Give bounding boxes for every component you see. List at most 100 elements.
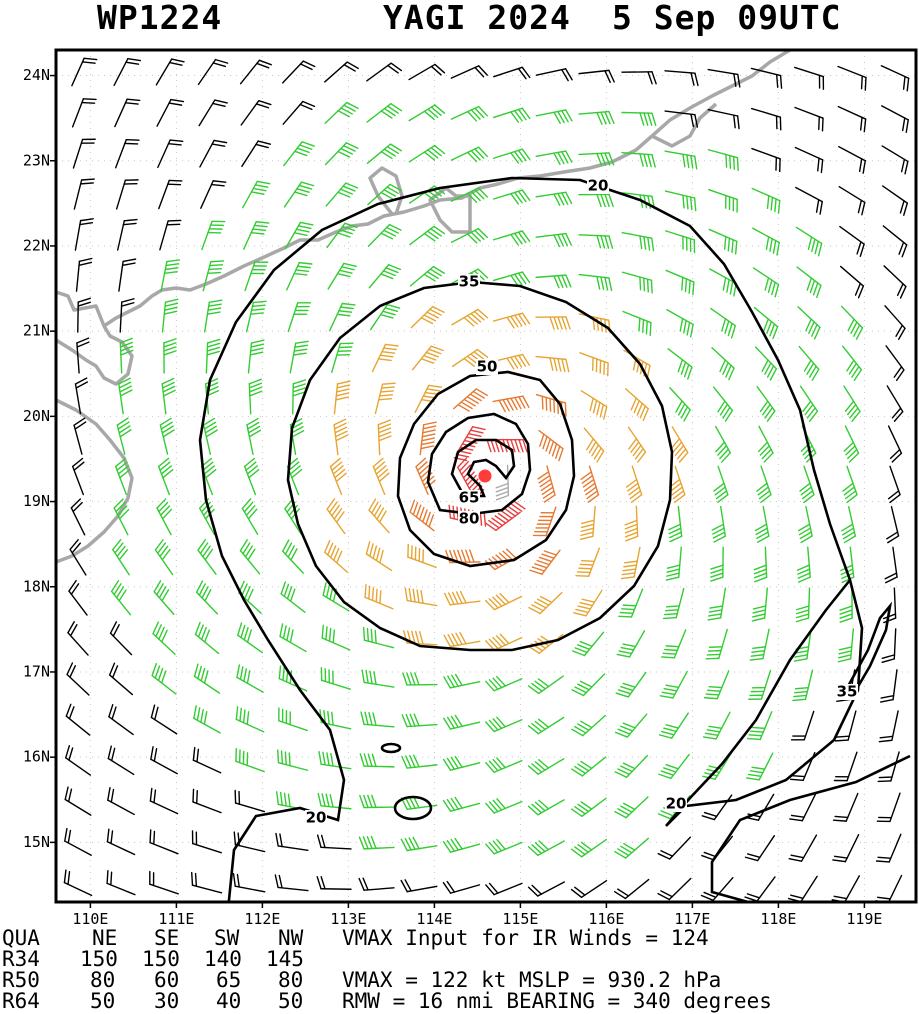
- wind-barb: [73, 178, 95, 210]
- wind-barb: [278, 707, 308, 732]
- wind-barb: [570, 756, 607, 777]
- lat-tick-label: 19N: [23, 492, 50, 510]
- contour-label: 65: [459, 489, 480, 507]
- wind-barb: [75, 257, 93, 292]
- wind-barb: [324, 142, 359, 166]
- wind-barb: [799, 465, 815, 504]
- wind-barb: [658, 712, 689, 739]
- wind-barb: [326, 498, 346, 535]
- wind-barb: [839, 225, 865, 257]
- lat-tick-label: 21N: [23, 322, 50, 340]
- wind-barb: [752, 227, 780, 256]
- wind-barb: [616, 630, 646, 658]
- wind-barb: [614, 837, 650, 859]
- wind-barb: [578, 234, 614, 249]
- wind-barb: [192, 788, 222, 814]
- wind-barb: [798, 345, 820, 381]
- wind-barb: [875, 833, 902, 863]
- contour-65kt: [426, 412, 532, 516]
- wind-barb: [756, 465, 772, 504]
- wind-barb: [571, 673, 606, 697]
- wind-barb: [197, 58, 229, 86]
- wind-barb: [63, 869, 93, 897]
- wind-barb: [450, 187, 489, 203]
- lat-tick-label: 24N: [23, 66, 50, 84]
- wind-barb: [149, 787, 179, 815]
- wind-barb: [364, 584, 394, 610]
- wind-barb: [320, 666, 352, 690]
- wind-barb: [322, 582, 350, 612]
- wind-barb: [583, 427, 605, 463]
- wind-barb: [404, 587, 438, 607]
- wind-barb: [239, 539, 261, 575]
- wind-barb: [796, 266, 822, 299]
- wind-barb: [837, 628, 855, 663]
- wind-barb: [443, 673, 481, 689]
- wind-barb: [112, 539, 130, 576]
- wind-barb: [795, 186, 823, 215]
- wind-barb: [529, 549, 561, 575]
- lon-tick-label: 114E: [416, 910, 452, 928]
- wind-barb: [114, 98, 141, 128]
- wind-barb: [485, 675, 523, 692]
- wind-barb: [159, 219, 182, 251]
- wind-barb: [366, 143, 402, 164]
- wind-barb: [492, 353, 530, 370]
- wind-barb: [495, 464, 510, 501]
- wind-barb: [625, 388, 649, 422]
- r50-sw: 65: [216, 968, 242, 992]
- table-header-se: SE: [154, 926, 180, 950]
- wind-barb: [832, 833, 860, 863]
- wind-barb: [191, 830, 222, 854]
- wind-barb: [492, 271, 531, 287]
- wind-barb: [669, 387, 691, 422]
- wind-barb: [317, 792, 352, 810]
- wind-barb: [279, 623, 307, 653]
- wind-barb: [274, 874, 309, 892]
- wind-barb: [527, 840, 565, 857]
- wind-barb: [580, 390, 608, 420]
- wind-barb: [282, 539, 304, 574]
- lat-tick-label: 22N: [23, 236, 50, 254]
- wind-barb: [119, 298, 135, 333]
- wind-barb: [713, 465, 729, 504]
- wind-barb: [282, 100, 316, 125]
- wind-barb: [109, 621, 133, 656]
- wind-barb: [243, 457, 260, 496]
- wind-barb: [283, 141, 315, 167]
- r34-ne: 150: [80, 947, 118, 971]
- wind-barb: [153, 580, 175, 616]
- wind-barb: [283, 181, 315, 208]
- wind-barb: [886, 385, 904, 422]
- wind-barb: [155, 58, 185, 86]
- wind-analysis-map: 20 35 50 65 80 35 20 20 24N 23N 22N 21N 20N 19N 18N 17…: [23, 48, 918, 928]
- wind-barb: [377, 419, 392, 456]
- wind-barb: [701, 794, 733, 821]
- storm-id: WP1224: [97, 0, 223, 37]
- wind-barb: [884, 546, 898, 584]
- wind-barb: [414, 384, 442, 413]
- wind-barb: [203, 299, 223, 333]
- hong-kong-islands: [428, 186, 472, 234]
- wind-barb: [372, 457, 390, 496]
- wind-barb: [527, 881, 565, 897]
- wind-barb: [64, 827, 92, 856]
- wind-barb: [527, 716, 565, 735]
- wind-barb: [877, 751, 900, 783]
- wind-barb: [885, 345, 905, 382]
- wind-barb: [621, 111, 657, 126]
- row-label-r34: R34: [2, 947, 40, 971]
- contour-80kt: [450, 438, 516, 498]
- table-header-quadrant: QUA: [2, 926, 40, 950]
- wind-barb: [493, 66, 531, 80]
- wind-barb: [119, 337, 134, 374]
- wind-barb: [286, 261, 313, 291]
- wind-barb: [578, 193, 614, 208]
- wind-barb: [321, 624, 351, 651]
- wind-barb: [419, 421, 437, 456]
- lon-tick-label: 118E: [760, 910, 796, 928]
- lon-tick-label: 115E: [502, 910, 538, 928]
- wind-barb: [839, 265, 865, 299]
- wind-radii-table: QUA NE SE SW NW R34 150 150 140 145 R50 …: [0, 928, 919, 1014]
- wind-barb: [535, 191, 573, 207]
